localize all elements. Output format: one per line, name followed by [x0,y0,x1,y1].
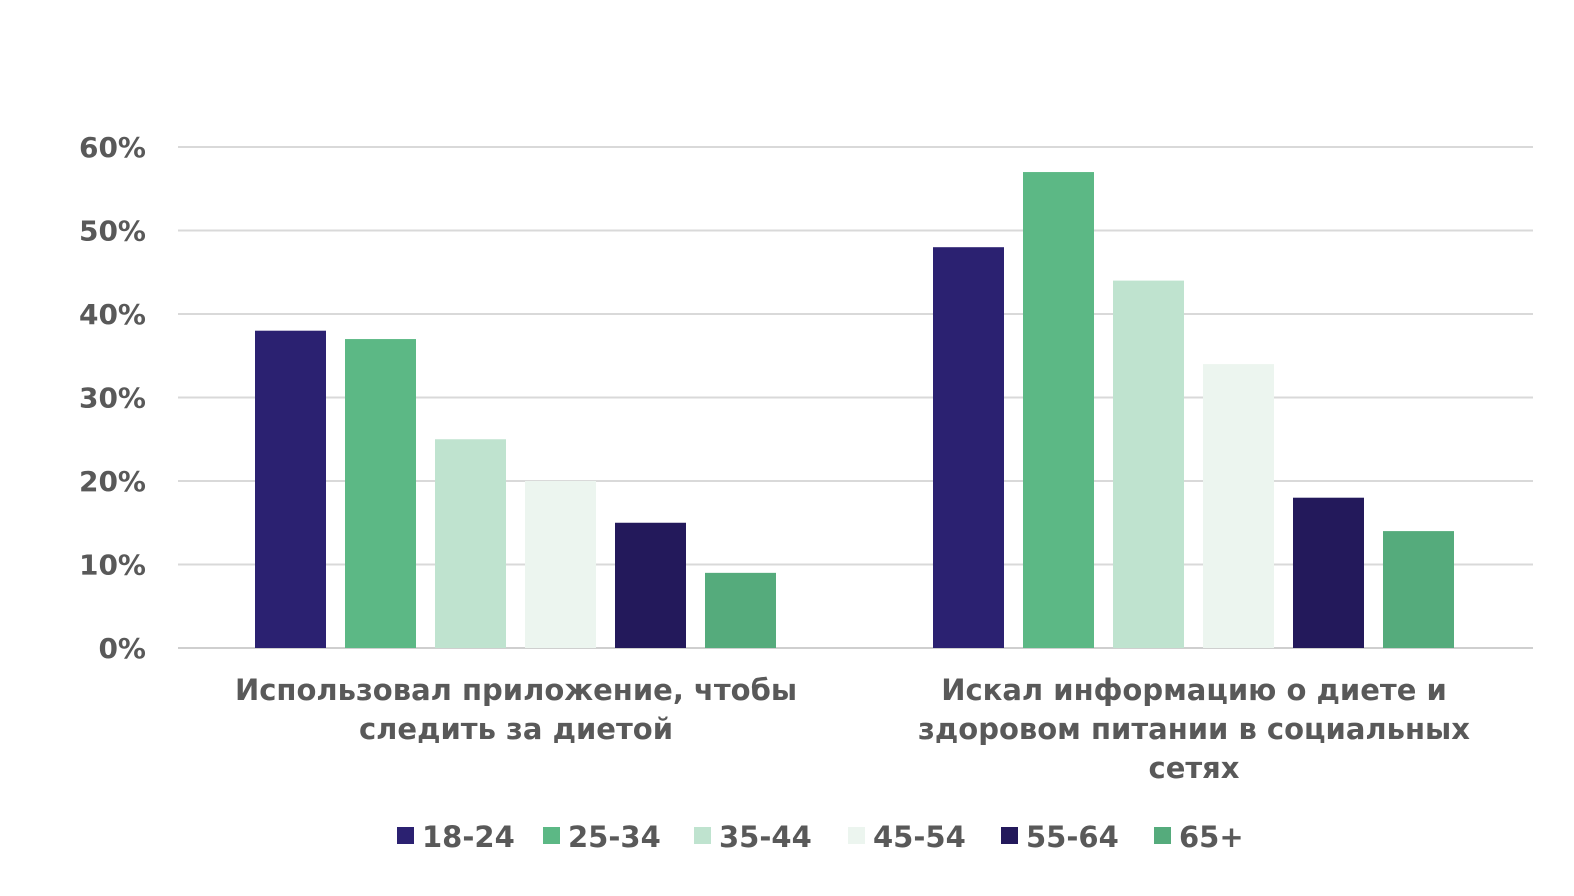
bar-25-34-group-1 [345,339,416,648]
bar-55-64-group-1 [615,522,686,648]
legend-label: 35-44 [719,820,812,854]
bar-35-44-group-2 [1113,280,1184,648]
bar-35-44-group-1 [435,439,506,648]
y-tick-label: 40% [79,298,146,331]
bar-65+-group-2 [1383,531,1454,648]
legend-swatch [848,827,865,844]
legend: 18-24 25-34 35-44 45-54 55-64 65+ [397,820,1244,854]
bars [255,172,1454,649]
bar-45-54-group-1 [525,481,596,648]
bar-18-24-group-2 [933,247,1004,648]
legend-swatch [1001,827,1018,844]
bar-65+-group-1 [705,572,776,648]
category-label-line: Использовал приложение, чтобы [235,673,797,707]
y-tick-label: 20% [79,465,146,498]
bar-25-34-group-2 [1023,172,1094,649]
legend-swatch [543,827,560,844]
y-tick-label: 30% [79,382,146,415]
category-labels: Использовал приложение, чтобы следить за … [235,673,1470,785]
legend-label: 65+ [1179,820,1244,854]
category-label-line: здоровом питании в социальных [918,712,1470,746]
legend-swatch [397,827,414,844]
legend-label: 25-34 [568,820,661,854]
y-tick-label: 50% [79,215,146,248]
bar-18-24-group-1 [255,330,326,648]
legend-swatch [694,827,711,844]
legend-label: 18-24 [422,820,515,854]
y-tick-label: 0% [98,632,146,665]
y-tick-label: 10% [79,549,146,582]
bar-45-54-group-2 [1203,364,1274,648]
legend-label: 55-64 [1026,820,1119,854]
y-tick-label: 60% [79,131,146,164]
legend-swatch [1154,827,1171,844]
category-label-line: Искал информацию о диете и [941,673,1447,707]
category-label-line: сетях [1149,751,1240,785]
y-axis-tick-labels: 0% 10% 20% 30% 40% 50% 60% [79,131,146,665]
category-label-line: следить за диетой [359,712,673,746]
bar-55-64-group-2 [1293,497,1364,648]
legend-label: 45-54 [873,820,966,854]
